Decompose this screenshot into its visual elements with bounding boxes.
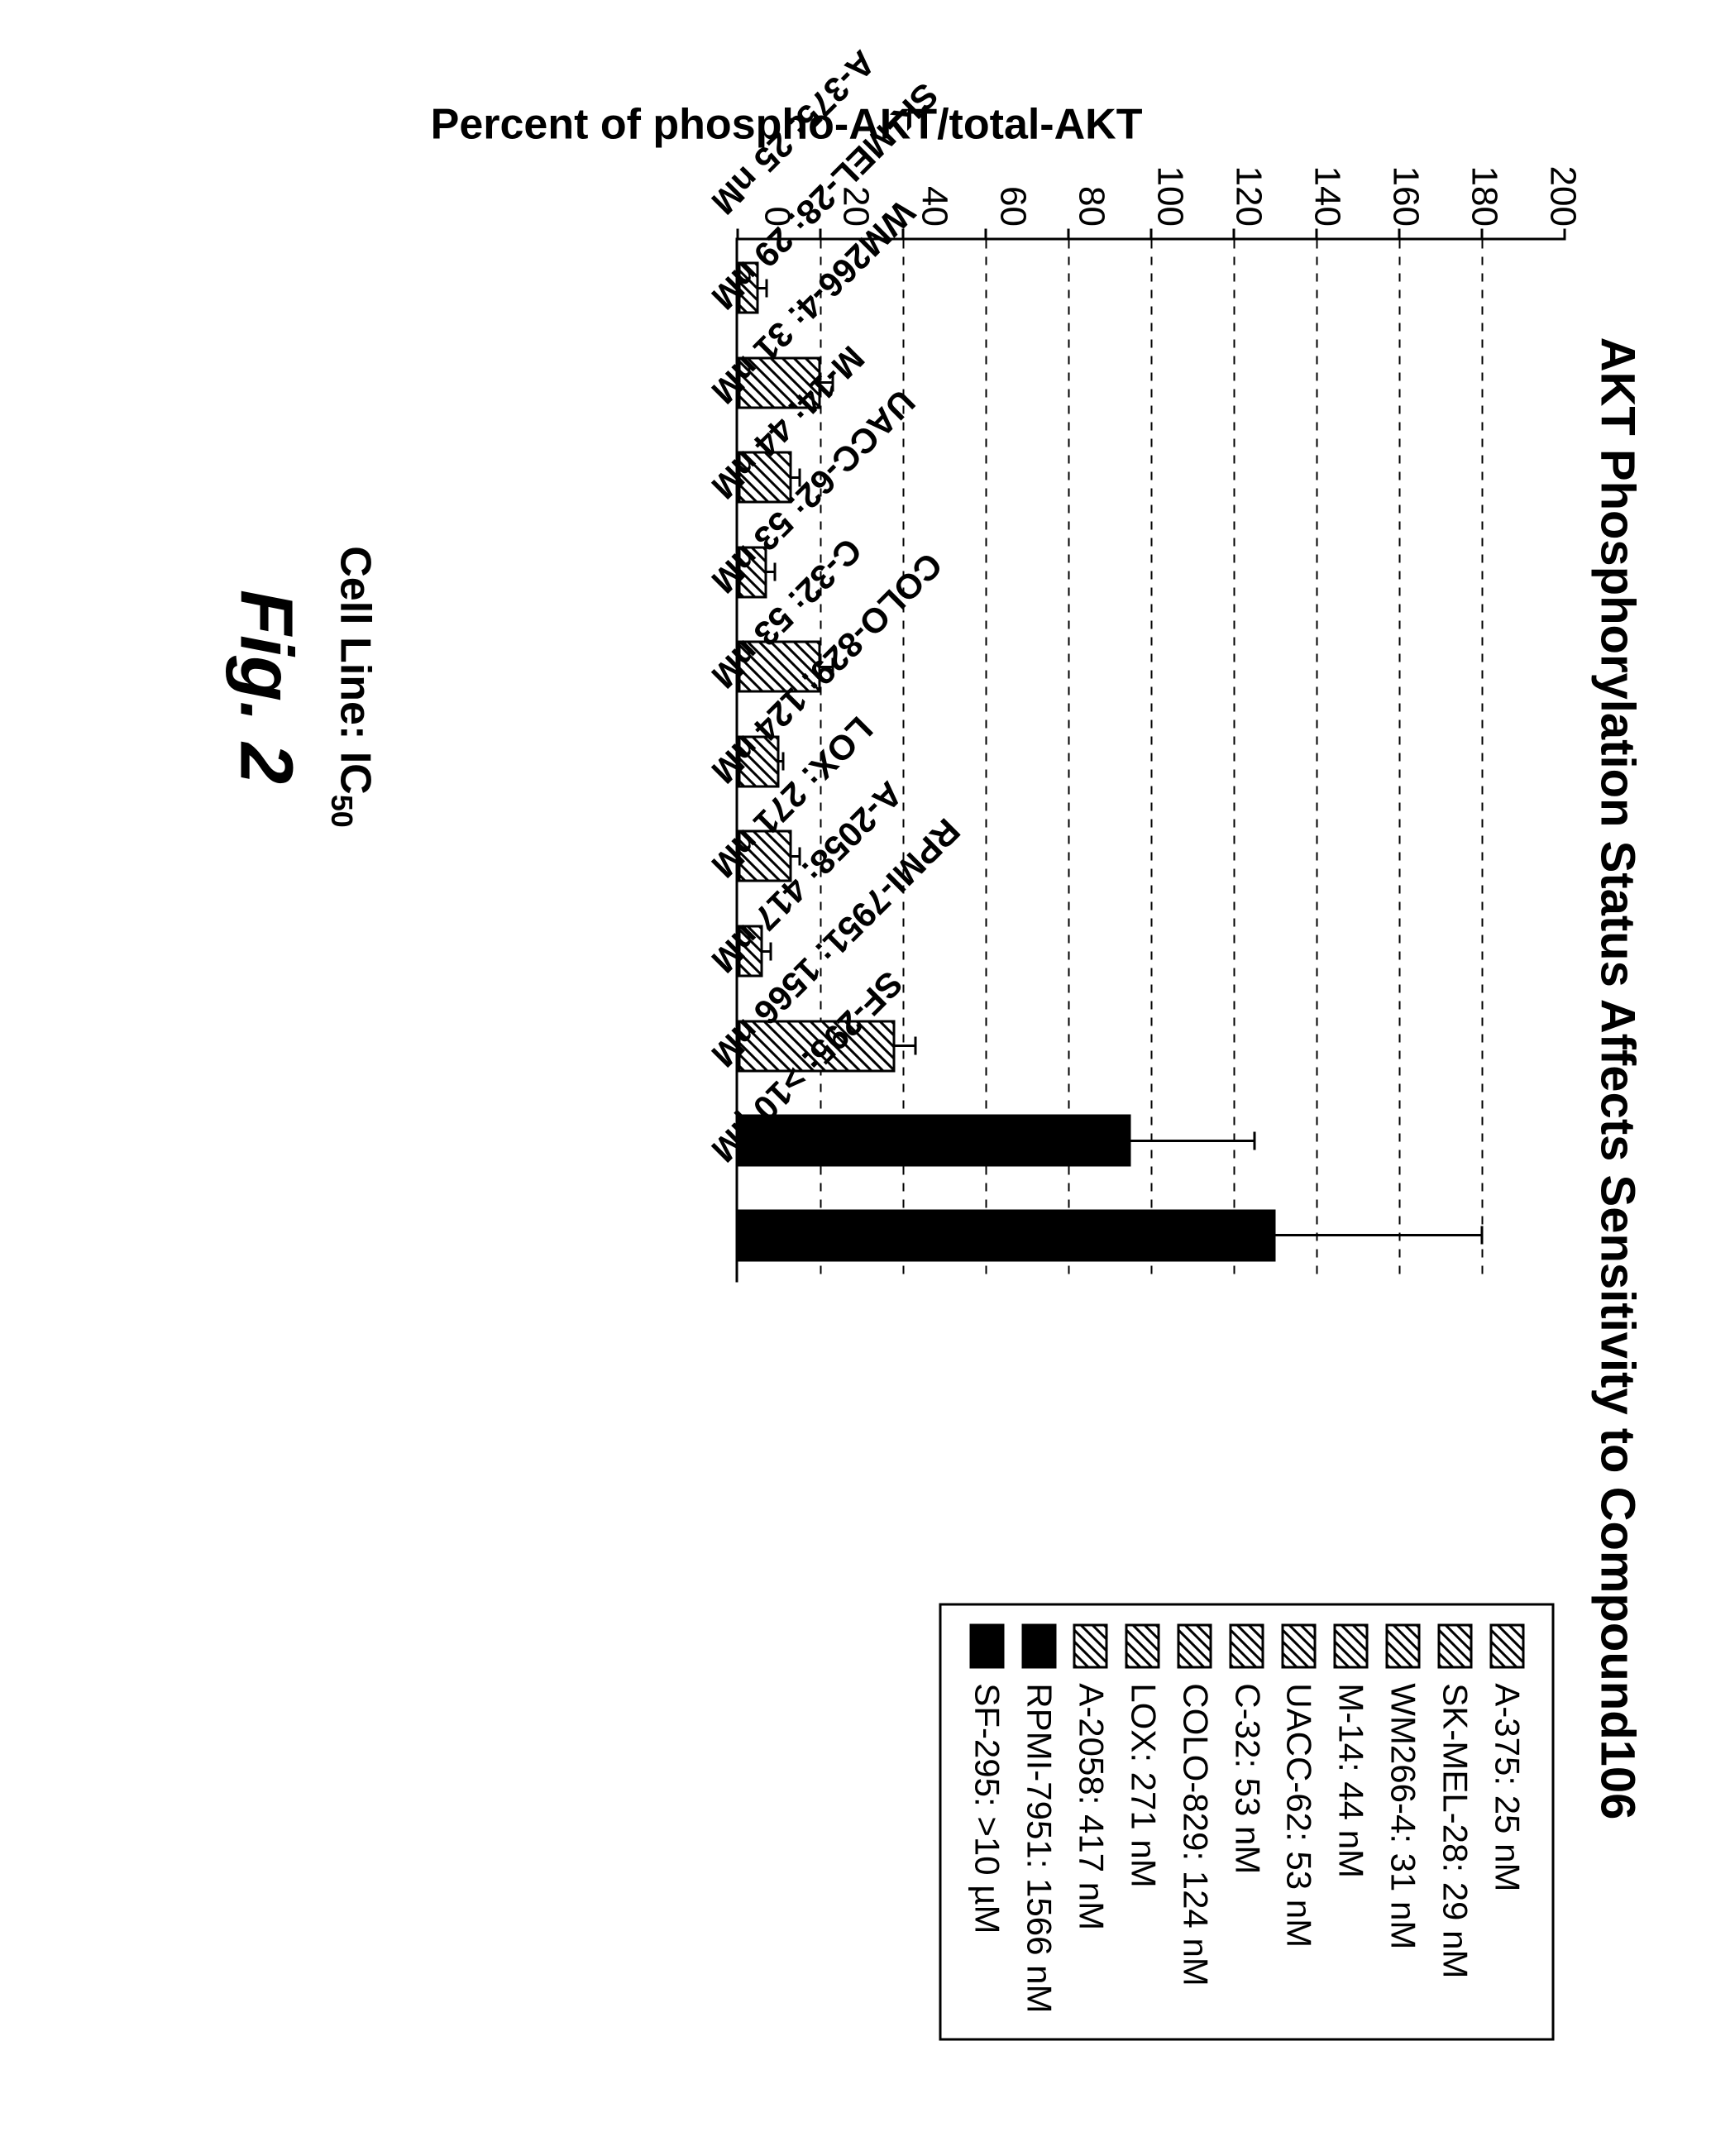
error-cap — [781, 752, 784, 770]
legend-item: COLO-829: 124 nM — [1169, 1623, 1220, 2013]
legend-label: A-2058: 417 nM — [1065, 1683, 1116, 1930]
bar-group — [738, 1209, 1489, 1261]
legend-label: COLO-829: 124 nM — [1169, 1683, 1220, 1986]
x-tick-label: A-375: 25 nM — [546, 188, 725, 367]
legend-label: LOX: 271 nM — [1117, 1683, 1168, 1887]
legend-swatch — [1177, 1623, 1212, 1668]
bars-layer — [738, 240, 1565, 1282]
y-tick-mark — [736, 228, 738, 240]
error-cap — [773, 562, 776, 581]
error-cap — [1253, 1131, 1255, 1150]
legend-label: WM266-4: 31 nM — [1377, 1683, 1427, 1949]
legend-item: UACC-62: 53 nM — [1274, 1623, 1324, 2013]
figure-number: Fig. 2 — [222, 165, 308, 1207]
legend-swatch — [1281, 1623, 1316, 1668]
legend-swatch — [1489, 1623, 1524, 1668]
legend-item: M-14: 44 nM — [1325, 1623, 1375, 2013]
plot-column: 200180160140120100806040200 A-375: 25 nM… — [222, 165, 1565, 1282]
legend-item: SK-MEL-28: 29 nM — [1429, 1623, 1479, 2013]
y-tick-mark — [1480, 228, 1483, 240]
legend-label: UACC-62: 53 nM — [1274, 1683, 1324, 1948]
y-tick-mark — [1067, 228, 1069, 240]
x-tick-labels: A-375: 25 nMSK-MEL-28: 29 nMWM266-4: 31 … — [388, 165, 735, 1207]
legend-swatch — [1437, 1623, 1472, 1668]
y-tick-label: 120 — [1227, 165, 1269, 226]
y-tick-label: 80 — [1070, 185, 1111, 226]
y-tick-label: 100 — [1149, 165, 1190, 226]
y-tick-label: 180 — [1463, 165, 1504, 226]
legend: A-375: 25 nMSK-MEL-28: 29 nMWM266-4: 31 … — [939, 1603, 1554, 2040]
chart-title: AKT Phosphorylation Status Affects Sensi… — [1589, 99, 1645, 2057]
error-cap — [1480, 1226, 1483, 1244]
x-axis-title-sub: 50 — [325, 794, 359, 827]
legend-label: C-32: 53 nM — [1221, 1683, 1272, 1874]
rotated-canvas: AKT Phosphorylation Status Affects Sensi… — [0, 0, 1711, 2156]
error-bar — [895, 1045, 915, 1047]
legend-label: A-375: 25 nM — [1481, 1683, 1532, 1891]
plot-area — [735, 237, 1565, 1282]
y-tick-mark — [1315, 228, 1317, 240]
legend-swatch — [1073, 1623, 1107, 1668]
x-axis-title-text: Cell Line: IC — [331, 546, 379, 794]
y-tick-mark — [1398, 228, 1400, 240]
x-axis-title: Cell Line: IC50 — [324, 165, 380, 1207]
legend-item: RPMI-7951: 1566 nM — [1013, 1623, 1063, 2013]
legend-swatch — [1385, 1623, 1420, 1668]
bar — [738, 1114, 1130, 1166]
bar-group — [738, 1114, 1261, 1166]
page: AKT Phosphorylation Status Affects Sensi… — [0, 0, 1711, 2156]
figure-content: AKT Phosphorylation Status Affects Sensi… — [0, 0, 1711, 2156]
y-tick-label: 160 — [1384, 165, 1426, 226]
y-tick-label: 140 — [1306, 165, 1347, 226]
y-tick-mark — [819, 228, 821, 240]
y-tick-mark — [1232, 228, 1235, 240]
legend-item: SF-295: >10 µM — [961, 1623, 1011, 2013]
legend-swatch — [969, 1623, 1004, 1668]
bar — [738, 1209, 1275, 1261]
legend-label: SF-295: >10 µM — [961, 1683, 1011, 1934]
error-bar — [1275, 1234, 1482, 1236]
legend-item: WM266-4: 31 nM — [1377, 1623, 1427, 2013]
legend-item: A-2058: 417 nM — [1065, 1623, 1116, 2013]
legend-label: RPMI-7951: 1566 nM — [1013, 1683, 1063, 2013]
legend-item: C-32: 53 nM — [1221, 1623, 1272, 2013]
y-tick-mark — [984, 228, 987, 240]
legend-label: M-14: 44 nM — [1325, 1683, 1375, 1878]
legend-swatch — [1333, 1623, 1368, 1668]
y-tick-mark — [1149, 228, 1152, 240]
error-cap — [769, 942, 772, 960]
legend-item: LOX: 271 nM — [1117, 1623, 1168, 2013]
legend-swatch — [1021, 1623, 1056, 1668]
legend-label: SK-MEL-28: 29 nM — [1429, 1683, 1479, 1978]
legend-swatch — [1229, 1623, 1264, 1668]
error-bar — [1130, 1139, 1255, 1141]
legend-swatch — [1125, 1623, 1159, 1668]
y-tick-label: 200 — [1541, 165, 1583, 226]
y-tick-mark — [1563, 228, 1565, 240]
error-cap — [914, 1036, 916, 1054]
legend-item: A-375: 25 nM — [1481, 1623, 1532, 2013]
y-tick-label: 60 — [992, 185, 1033, 226]
